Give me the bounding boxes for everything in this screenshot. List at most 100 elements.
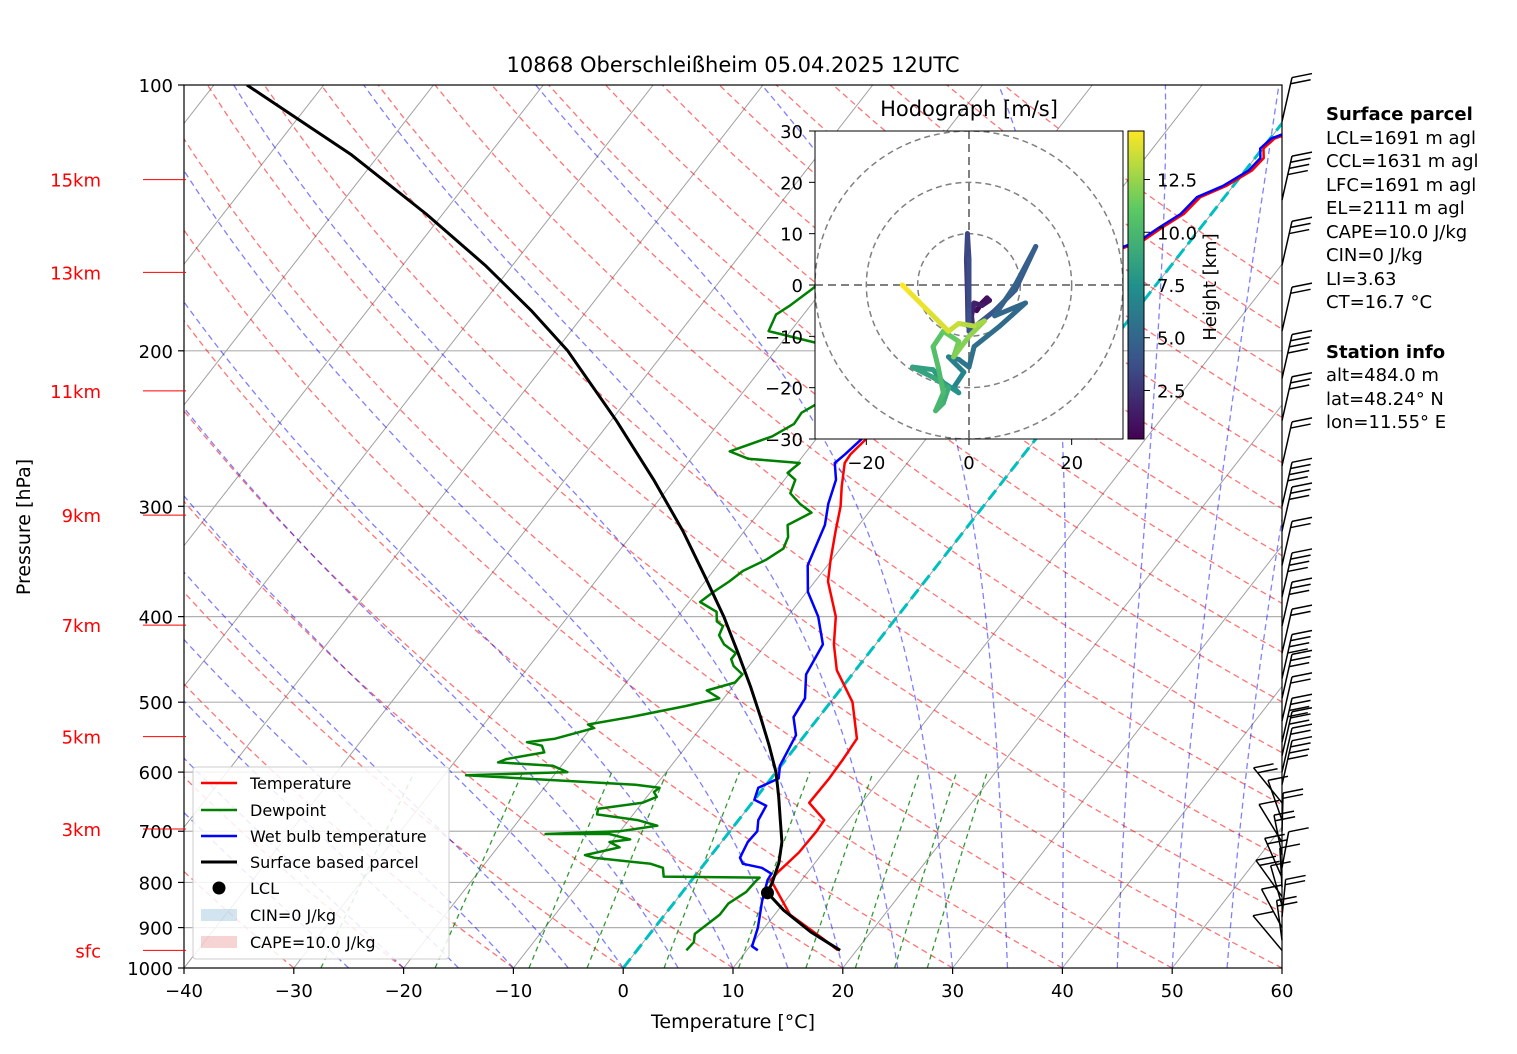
hodograph-x-tick-label: −20 xyxy=(847,453,885,474)
dry-adiabat xyxy=(184,409,844,968)
height-label: 9km xyxy=(62,506,101,527)
legend-swatch-lcl xyxy=(212,881,226,895)
isotherm-gridline xyxy=(732,263,1282,968)
hodograph-segment xyxy=(951,369,967,391)
dry-adiabat xyxy=(184,500,734,968)
y-tick-label: 900 xyxy=(139,919,173,940)
hodograph-segment xyxy=(910,364,936,380)
hodograph-segment xyxy=(933,390,946,414)
surface-parcel-line: CAPE=10.0 J/kg xyxy=(1326,221,1468,243)
axes: −40 −30 −20 −10 0 10 20 30 40 50 60100200300400500… xyxy=(50,76,1293,1002)
wind-barb xyxy=(1281,216,1313,266)
freezing-isotherm xyxy=(622,120,1282,968)
isotherm-gridline xyxy=(184,85,325,265)
wind-barb xyxy=(1260,884,1283,928)
hodograph-axes: −20 0 20 −30 −20 −10 0 10 20 30 xyxy=(765,122,1083,474)
legend-label-cin: CIN=0 J/kg xyxy=(250,906,336,925)
mixing-ratio-line xyxy=(528,771,613,968)
y-tick-label: 700 xyxy=(139,822,173,843)
wind-barb xyxy=(1281,417,1313,467)
isotherm-gridline xyxy=(184,85,434,406)
wind-barb xyxy=(1281,548,1313,598)
hodograph-y-tick-label: −30 xyxy=(765,430,803,451)
hodograph-segment xyxy=(930,344,941,370)
height-label: 3km xyxy=(62,820,101,841)
hodograph-y-tick-label: 20 xyxy=(780,173,803,194)
height-label: 7km xyxy=(62,616,101,637)
height-label: 5km xyxy=(62,728,101,749)
hodograph-y-tick-label: −20 xyxy=(765,379,803,400)
y-tick-label: 100 xyxy=(139,76,173,97)
x-tick-label: −10 xyxy=(494,981,532,1002)
wind-barbs xyxy=(1252,72,1313,951)
wind-barb xyxy=(1281,371,1313,421)
hodograph-x-tick-label: 20 xyxy=(1060,453,1083,474)
wind-barb xyxy=(1281,788,1304,832)
hodograph-segment xyxy=(935,364,946,396)
hodograph-y-tick-label: 10 xyxy=(780,225,803,246)
hodograph-y-tick-label: −10 xyxy=(765,327,803,348)
surface-parcel-line: LFC=1691 m agl xyxy=(1326,174,1477,196)
legend-label-dewpoint: Dewpoint xyxy=(250,801,326,820)
hodograph-ring xyxy=(865,181,1073,389)
moist-adiabat xyxy=(363,85,899,968)
wind-barb xyxy=(1281,874,1306,917)
x-tick-label: 40 xyxy=(1051,981,1074,1002)
moist-adiabat xyxy=(1116,85,1167,968)
hodograph-segment xyxy=(966,344,977,370)
surface-parcel-heading: Surface parcel xyxy=(1326,104,1473,125)
moist-adiabat xyxy=(1171,85,1280,968)
hodograph-segment xyxy=(940,328,962,344)
station-info-line: lon=11.55° E xyxy=(1326,412,1447,433)
isotherm-gridline xyxy=(952,544,1282,968)
colorbar-ticks: 2.5 5.0 7.5 10.0 12.5 xyxy=(1144,171,1197,402)
mixing-ratio-line xyxy=(893,771,958,968)
colorbar-tick-label: 5.0 xyxy=(1157,329,1186,350)
surface-parcel-line: CT=16.7 °C xyxy=(1326,292,1433,313)
hodograph-segment xyxy=(951,333,972,360)
colorbar-label: Height [km] xyxy=(1200,233,1221,340)
height-label: sfc xyxy=(75,941,101,962)
y-tick-label: 600 xyxy=(139,763,173,784)
height-label: 13km xyxy=(50,263,101,284)
wind-barb xyxy=(1281,329,1313,379)
surface-parcel-line: CCL=1631 m agl xyxy=(1326,151,1479,172)
isotherm-gridline xyxy=(184,85,544,547)
mixing-ratio-line xyxy=(586,771,668,968)
isotherm-gridline xyxy=(184,85,654,688)
height-label: 11km xyxy=(50,382,101,403)
surface-parcel-line: LI=3.63 xyxy=(1326,268,1397,290)
info-spacer xyxy=(1326,315,1479,341)
x-tick-label: 10 xyxy=(722,981,745,1002)
mixing-ratio-line xyxy=(805,771,874,968)
wind-barb xyxy=(1255,855,1283,897)
lcl-marker xyxy=(760,886,774,900)
colorbar-tick-label: 2.5 xyxy=(1157,381,1186,402)
wind-barb xyxy=(1281,604,1313,654)
colorbar-tick-label: 10.0 xyxy=(1157,223,1197,244)
station-info-line: alt=484.0 m xyxy=(1326,365,1439,386)
legend-swatch-cin xyxy=(201,909,237,921)
moist-adiabat xyxy=(184,300,734,968)
moist-adiabat xyxy=(233,85,844,968)
moist-adiabat xyxy=(184,571,569,968)
colorbar-tick-label: 12.5 xyxy=(1157,171,1197,192)
wind-barb xyxy=(1281,577,1313,627)
series-line-surface-based-parcel xyxy=(246,85,841,952)
dry-adiabat xyxy=(184,591,624,968)
hodograph-segment xyxy=(925,308,951,334)
legend-label-cape: CAPE=10.0 J/kg xyxy=(250,933,376,952)
mixing-ratio-line xyxy=(854,771,921,968)
x-tick-label: −30 xyxy=(275,981,313,1002)
hodograph-title: Hodograph [m/s] xyxy=(880,97,1058,121)
hodograph-x-tick-label: 0 xyxy=(963,453,974,474)
wind-barb xyxy=(1281,723,1313,773)
isotherm-gridline xyxy=(842,404,1282,968)
colorbar-tick-label: 7.5 xyxy=(1157,276,1186,297)
x-tick-label: −40 xyxy=(165,981,203,1002)
x-tick-label: −20 xyxy=(385,981,423,1002)
y-tick-label: 200 xyxy=(139,342,173,363)
surface-parcel-line: CIN=0 J/kg xyxy=(1326,245,1423,266)
y-axis-label: Pressure [hPa] xyxy=(13,459,35,595)
moist-adiabat xyxy=(1226,515,1282,968)
